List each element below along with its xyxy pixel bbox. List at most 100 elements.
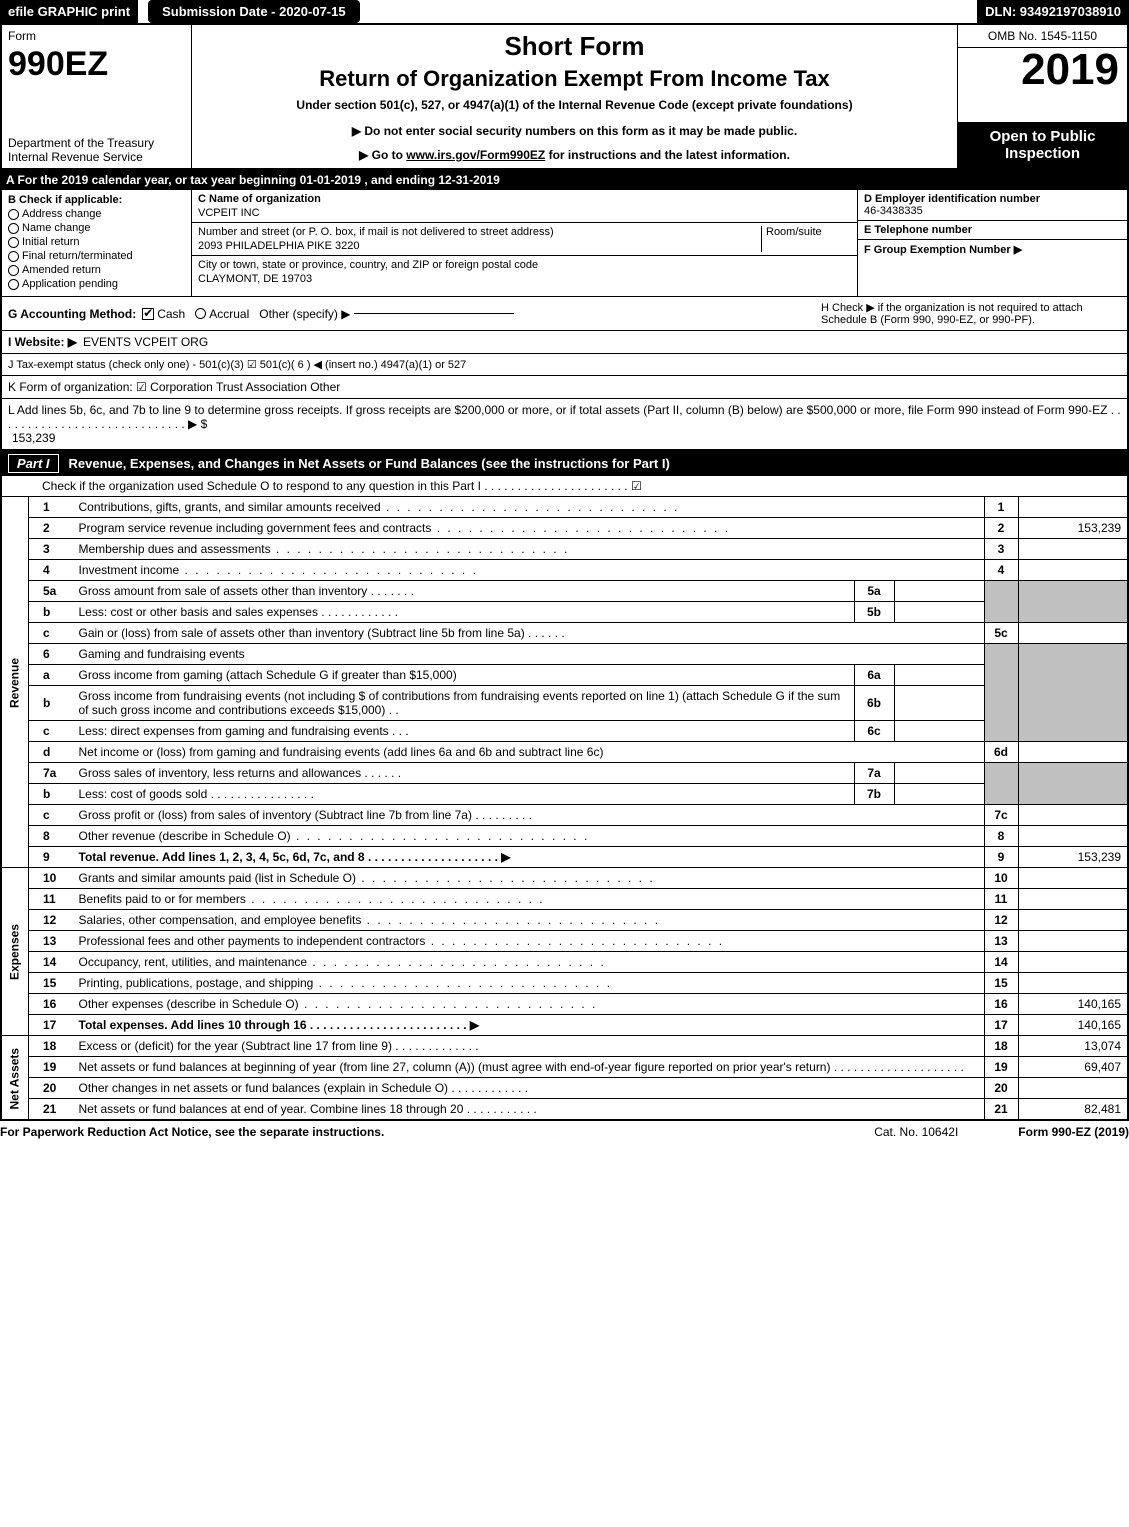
header-center: Short Form Return of Organization Exempt… (192, 25, 957, 168)
line-20-text: Other changes in net assets or fund bala… (79, 1081, 449, 1095)
line-5b-subnum: 5b (854, 602, 894, 623)
box-b: B Check if applicable: Address change Na… (2, 190, 192, 296)
checkbox-cash[interactable] (142, 308, 154, 320)
part-1-label: Part I (8, 454, 59, 473)
goto-post: for instructions and the latest informat… (545, 148, 790, 162)
line-1-text: Contributions, gifts, grants, and simila… (79, 500, 381, 514)
checkbox-final-return[interactable]: Final return/terminated (8, 250, 185, 262)
shaded-cell (984, 763, 1018, 805)
expenses-side-label: Expenses (1, 868, 29, 1036)
line-19-amt: 69,407 (1018, 1057, 1128, 1078)
line-5a-text: Gross amount from sale of assets other t… (79, 584, 368, 598)
row-l-text: L Add lines 5b, 6c, and 7b to line 9 to … (8, 403, 1121, 431)
line-17-amt: 140,165 (1018, 1015, 1128, 1036)
room-suite-label: Room/suite (761, 226, 851, 252)
street-value: 2093 PHILADELPHIA PIKE 3220 (198, 240, 761, 252)
line-2-text: Program service revenue including govern… (79, 521, 432, 535)
line-9-no: 9 (29, 847, 73, 868)
return-title: Return of Organization Exempt From Incom… (202, 66, 947, 92)
netassets-side-label: Net Assets (1, 1036, 29, 1121)
line-5a-subnum: 5a (854, 581, 894, 602)
form-header: Form 990EZ Department of the Treasury In… (0, 23, 1129, 170)
efile-print-button[interactable]: efile GRAPHIC print (0, 0, 138, 23)
line-21-text: Net assets or fund balances at end of ye… (79, 1102, 464, 1116)
line-7c-amt (1018, 805, 1128, 826)
org-name-label: C Name of organization (198, 193, 851, 205)
line-6b-text: Gross income from fundraising events (no… (79, 689, 841, 717)
line-15-num: 15 (984, 973, 1018, 994)
line-7a-subamt (894, 763, 984, 784)
other-specify-label: Other (specify) ▶ (259, 307, 350, 321)
checkbox-amended-return[interactable]: Amended return (8, 264, 185, 276)
paperwork-notice: For Paperwork Reduction Act Notice, see … (0, 1125, 384, 1139)
form-of-org: K Form of organization: ☑ Corporation Tr… (8, 380, 340, 394)
page-footer: For Paperwork Reduction Act Notice, see … (0, 1121, 1129, 1143)
line-21-num: 21 (984, 1099, 1018, 1121)
line-16-amt: 140,165 (1018, 994, 1128, 1015)
box-def: D Employer identification number 46-3438… (857, 190, 1127, 296)
org-name-value: VCPEIT INC (198, 207, 851, 219)
line-14-amt (1018, 952, 1128, 973)
row-l-amount: 153,239 (12, 431, 55, 445)
line-18-no: 18 (29, 1036, 73, 1057)
line-11-amt (1018, 889, 1128, 910)
line-5a-no: 5a (29, 581, 73, 602)
line-6d-text: Net income or (loss) from gaming and fun… (79, 745, 604, 759)
line-12-no: 12 (29, 910, 73, 931)
street-label: Number and street (or P. O. box, if mail… (198, 226, 761, 238)
line-12-amt (1018, 910, 1128, 931)
checkbox-initial-return[interactable]: Initial return (8, 236, 185, 248)
tax-period-row: A For the 2019 calendar year, or tax yea… (0, 170, 1129, 190)
line-12-text: Salaries, other compensation, and employ… (79, 913, 362, 927)
line-18-text: Excess or (deficit) for the year (Subtra… (79, 1039, 392, 1053)
line-21-no: 21 (29, 1099, 73, 1121)
line-6c-no: c (29, 721, 73, 742)
line-6d-no: d (29, 742, 73, 763)
line-14-text: Occupancy, rent, utilities, and maintena… (79, 955, 308, 969)
shaded-cell (1018, 763, 1128, 805)
short-form-title: Short Form (202, 31, 947, 62)
line-20-num: 20 (984, 1078, 1018, 1099)
line-11-text: Benefits paid to or for members (79, 892, 246, 906)
goto-pre: ▶ Go to (359, 148, 406, 162)
line-6a-no: a (29, 665, 73, 686)
city-label: City or town, state or province, country… (198, 259, 851, 271)
checkbox-name-change[interactable]: Name change (8, 222, 185, 234)
header-right: OMB No. 1545-1150 2019 Open to Public In… (957, 25, 1127, 168)
row-l: L Add lines 5b, 6c, and 7b to line 9 to … (0, 399, 1129, 451)
goto-line: ▶ Go to www.irs.gov/Form990EZ for instru… (202, 148, 947, 162)
checkbox-address-change[interactable]: Address change (8, 208, 185, 220)
line-2-num: 2 (984, 518, 1018, 539)
line-8-num: 8 (984, 826, 1018, 847)
part-1-table: Revenue 1 Contributions, gifts, grants, … (0, 496, 1129, 1121)
ein-value: 46-3438335 (864, 205, 1121, 217)
line-5c-no: c (29, 623, 73, 644)
line-19-num: 19 (984, 1057, 1018, 1078)
irs-link[interactable]: www.irs.gov/Form990EZ (406, 148, 545, 162)
checkbox-accrual[interactable] (195, 308, 206, 319)
line-7b-text: Less: cost of goods sold (79, 787, 208, 801)
other-specify-input[interactable] (354, 313, 514, 314)
line-17-no: 17 (29, 1015, 73, 1036)
line-7c-num: 7c (984, 805, 1018, 826)
revenue-side-label: Revenue (1, 497, 29, 868)
line-18-num: 18 (984, 1036, 1018, 1057)
line-15-no: 15 (29, 973, 73, 994)
part-1-check-o: Check if the organization used Schedule … (0, 476, 1129, 496)
line-7c-no: c (29, 805, 73, 826)
line-2-no: 2 (29, 518, 73, 539)
h-text: H Check ▶ if the organization is not req… (821, 302, 1083, 326)
ssn-note: ▶ Do not enter social security numbers o… (202, 124, 947, 138)
line-17-text: Total expenses. Add lines 10 through 16 … (79, 1018, 480, 1032)
top-bar: efile GRAPHIC print Submission Date - 20… (0, 0, 1129, 23)
checkbox-application-pending[interactable]: Application pending (8, 278, 185, 290)
line-16-text: Other expenses (describe in Schedule O) (79, 997, 299, 1011)
line-6a-subamt (894, 665, 984, 686)
line-13-amt (1018, 931, 1128, 952)
line-3-no: 3 (29, 539, 73, 560)
line-6b-subnum: 6b (854, 686, 894, 721)
line-2-amt: 153,239 (1018, 518, 1128, 539)
line-5b-subamt (894, 602, 984, 623)
accrual-label: Accrual (209, 307, 249, 321)
city-value: CLAYMONT, DE 19703 (198, 273, 851, 285)
